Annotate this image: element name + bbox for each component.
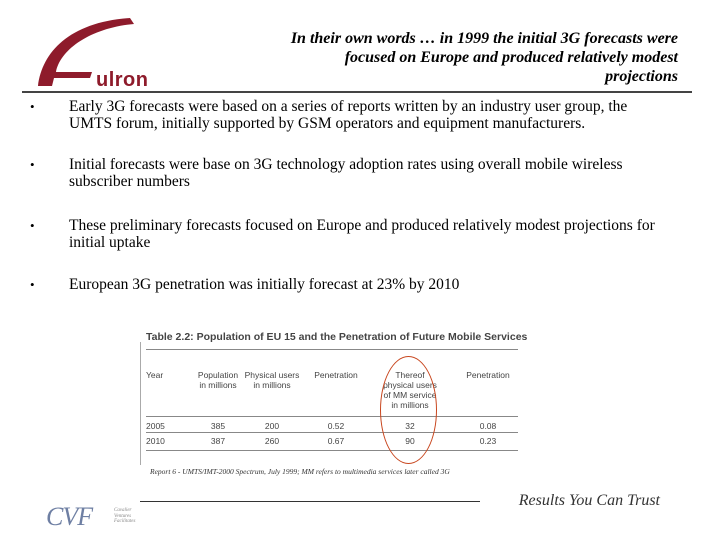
bullet-item: • Early 3G forecasts were based on a seri… <box>28 98 668 132</box>
cell-population: 385 <box>210 421 226 431</box>
bullet-item: • European 3G penetration was initially f… <box>28 276 668 293</box>
header-penetration: Penetration <box>466 370 510 380</box>
header-penetration: Penetration <box>314 370 358 380</box>
bullet-dot-icon: • <box>30 218 35 233</box>
slide-title: In their own words … in 1999 the initial… <box>158 29 678 86</box>
cell-physical: 200 <box>264 421 280 431</box>
bullet-list: • Early 3G forecasts were based on a seri… <box>28 98 668 293</box>
source-note: Report 6 - UMTS/IMT-2000 Spectrum, July … <box>150 467 450 476</box>
logo-wordmark: ulron <box>96 69 149 91</box>
cell-penetration: 0.52 <box>327 421 345 431</box>
bullet-dot-icon: • <box>30 157 35 172</box>
cvf-logo-line: Facilitates <box>114 519 136 524</box>
bullet-text: Early 3G forecasts were based on a serie… <box>69 98 628 132</box>
header-physical-users: Physical users in millions <box>240 370 304 390</box>
header-line: Physical users <box>244 370 300 380</box>
title-divider <box>22 91 692 93</box>
header-line: in millions <box>253 380 291 390</box>
bullet-text: These preliminary forecasts focused on E… <box>69 217 655 251</box>
cell-year: 2005 <box>146 421 165 431</box>
bullet-item: • These preliminary forecasts focused on … <box>28 217 668 251</box>
cvf-logo-line: Cavalier <box>114 508 132 513</box>
bullet-dot-icon: • <box>30 277 35 292</box>
title-line: projections <box>605 68 678 85</box>
cell-population: 387 <box>210 436 226 446</box>
fulron-logo-swoosh <box>38 18 134 86</box>
table-left-border <box>140 342 141 465</box>
title-line: focused on Europe and produced relativel… <box>344 49 678 66</box>
cell-penetration: 0.08 <box>479 421 497 431</box>
table-rule <box>146 416 518 417</box>
footer-rule <box>140 501 480 502</box>
title-line: In their own words … in 1999 the initial… <box>290 30 678 47</box>
cvf-logo: CVF Cavalier Ventures Facilitates <box>34 500 154 536</box>
cvf-logo-mark: CVF <box>46 502 93 531</box>
cvf-logo-small-text: Cavalier Ventures Facilitates <box>114 508 135 525</box>
bullet-item: • Initial forecasts were base on 3G techn… <box>28 156 668 190</box>
table-rule <box>146 349 518 350</box>
footer-tagline: Results You Can Trust <box>518 492 660 509</box>
bullet-text: Initial forecasts were base on 3G techno… <box>69 156 623 190</box>
fulron-logo: ulron <box>30 12 148 91</box>
cvf-logo-line: Ventures <box>114 513 132 519</box>
cell-physical: 260 <box>264 436 280 446</box>
header-line: Population <box>197 370 239 380</box>
cell-year: 2010 <box>146 436 165 446</box>
bullet-text: European 3G penetration was initially fo… <box>69 276 460 293</box>
highlight-oval <box>380 356 437 464</box>
table-rule <box>146 432 518 433</box>
header-line: in millions <box>199 380 237 390</box>
table-title: Table 2.2: Population of EU 15 and the P… <box>146 331 528 343</box>
forecast-table: Table 2.2: Population of EU 15 and the P… <box>138 330 528 466</box>
header-population: Population in millions <box>188 370 248 390</box>
cell-penetration: 0.23 <box>479 436 497 446</box>
bullet-dot-icon: • <box>30 99 35 114</box>
cell-penetration: 0.67 <box>327 436 345 446</box>
header-year: Year <box>146 370 164 380</box>
table-rule <box>146 450 518 451</box>
